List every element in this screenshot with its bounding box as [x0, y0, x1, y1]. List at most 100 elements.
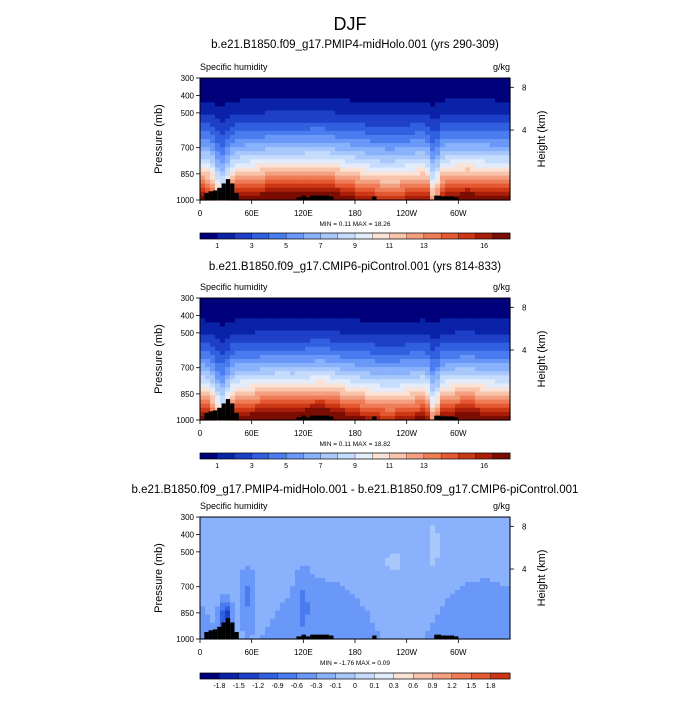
field-cell [410, 339, 416, 344]
field-cell [355, 111, 361, 116]
field-cell [290, 155, 296, 160]
field-cell [305, 111, 311, 116]
field-cell [210, 163, 216, 168]
field-cell [455, 392, 461, 397]
field-cell [345, 562, 351, 567]
field-cell [455, 566, 461, 571]
field-cell [350, 335, 356, 340]
field-cell [300, 339, 306, 344]
field-cell [495, 343, 501, 348]
field-cell [210, 167, 216, 172]
field-cell [210, 387, 216, 392]
field-cell [455, 78, 461, 83]
field-cell [275, 155, 281, 160]
field-cell [260, 371, 266, 376]
field-cell [295, 106, 301, 111]
field-cell [290, 192, 296, 197]
field-cell [425, 176, 431, 181]
field-cell [390, 147, 396, 152]
field-cell [355, 521, 361, 526]
field-cell [240, 525, 246, 530]
field-cell [280, 139, 286, 144]
field-cell [500, 94, 506, 99]
field-cell [230, 151, 236, 156]
field-cell [480, 102, 486, 107]
field-cell [295, 94, 301, 99]
field-cell [440, 163, 446, 168]
field-cell [485, 339, 491, 344]
field-cell [355, 566, 361, 571]
field-cell [480, 155, 486, 160]
field-cell [230, 167, 236, 172]
field-cell [205, 172, 211, 177]
field-cell [205, 102, 211, 107]
field-cell [285, 180, 291, 185]
field-cell [315, 554, 321, 559]
field-cell [220, 90, 226, 95]
field-cell [225, 167, 231, 172]
field-cell [250, 375, 256, 380]
field-cell [370, 298, 376, 303]
field-cell [220, 541, 226, 546]
field-cell [230, 302, 236, 307]
field-cell [210, 322, 216, 327]
field-cell [490, 331, 496, 336]
field-cell [360, 375, 366, 380]
field-cell [355, 541, 361, 546]
field-cell [240, 302, 246, 307]
colorbar-swatch [217, 233, 235, 239]
field-cell [265, 98, 271, 103]
field-cell [240, 392, 246, 397]
field-cell [310, 566, 316, 571]
field-cell [380, 159, 386, 164]
field-cell [440, 521, 446, 526]
field-cell [215, 102, 221, 107]
field-cell [415, 326, 421, 331]
field-cell [440, 119, 446, 124]
field-cell [400, 570, 406, 575]
field-cell [200, 383, 206, 388]
field-cell [330, 90, 336, 95]
field-cell [410, 574, 416, 579]
field-cell [215, 570, 221, 575]
field-cell [475, 139, 481, 144]
field-cell [380, 188, 386, 193]
field-cell [390, 412, 396, 417]
field-cell [375, 404, 381, 409]
field-cell [385, 550, 391, 555]
field-cell [305, 314, 311, 319]
field-cell [415, 176, 421, 181]
field-cell [490, 404, 496, 409]
field-cell [495, 131, 501, 136]
field-cell [405, 570, 411, 575]
field-cell [480, 371, 486, 376]
field-cell [305, 86, 311, 91]
field-cell [245, 78, 251, 83]
field-cell [340, 119, 346, 124]
field-cell [450, 379, 456, 384]
field-cell [365, 562, 371, 567]
field-cell [365, 123, 371, 128]
field-cell [420, 550, 426, 555]
field-cell [355, 351, 361, 356]
field-cell [200, 351, 206, 356]
field-cell [365, 86, 371, 91]
field-cell [330, 139, 336, 144]
field-cell [400, 525, 406, 530]
field-cell [315, 347, 321, 352]
field-cell [275, 123, 281, 128]
field-cell [280, 383, 286, 388]
field-cell [470, 400, 476, 405]
field-cell [375, 574, 381, 579]
field-cell [435, 359, 441, 364]
field-cell [335, 355, 341, 360]
field-cell [235, 111, 241, 116]
field-cell [470, 310, 476, 315]
field-cell [395, 541, 401, 546]
field-cell [290, 545, 296, 550]
field-cell [355, 326, 361, 331]
field-cell [280, 115, 286, 120]
field-cell [315, 355, 321, 360]
field-cell [300, 115, 306, 120]
field-cell [340, 155, 346, 160]
